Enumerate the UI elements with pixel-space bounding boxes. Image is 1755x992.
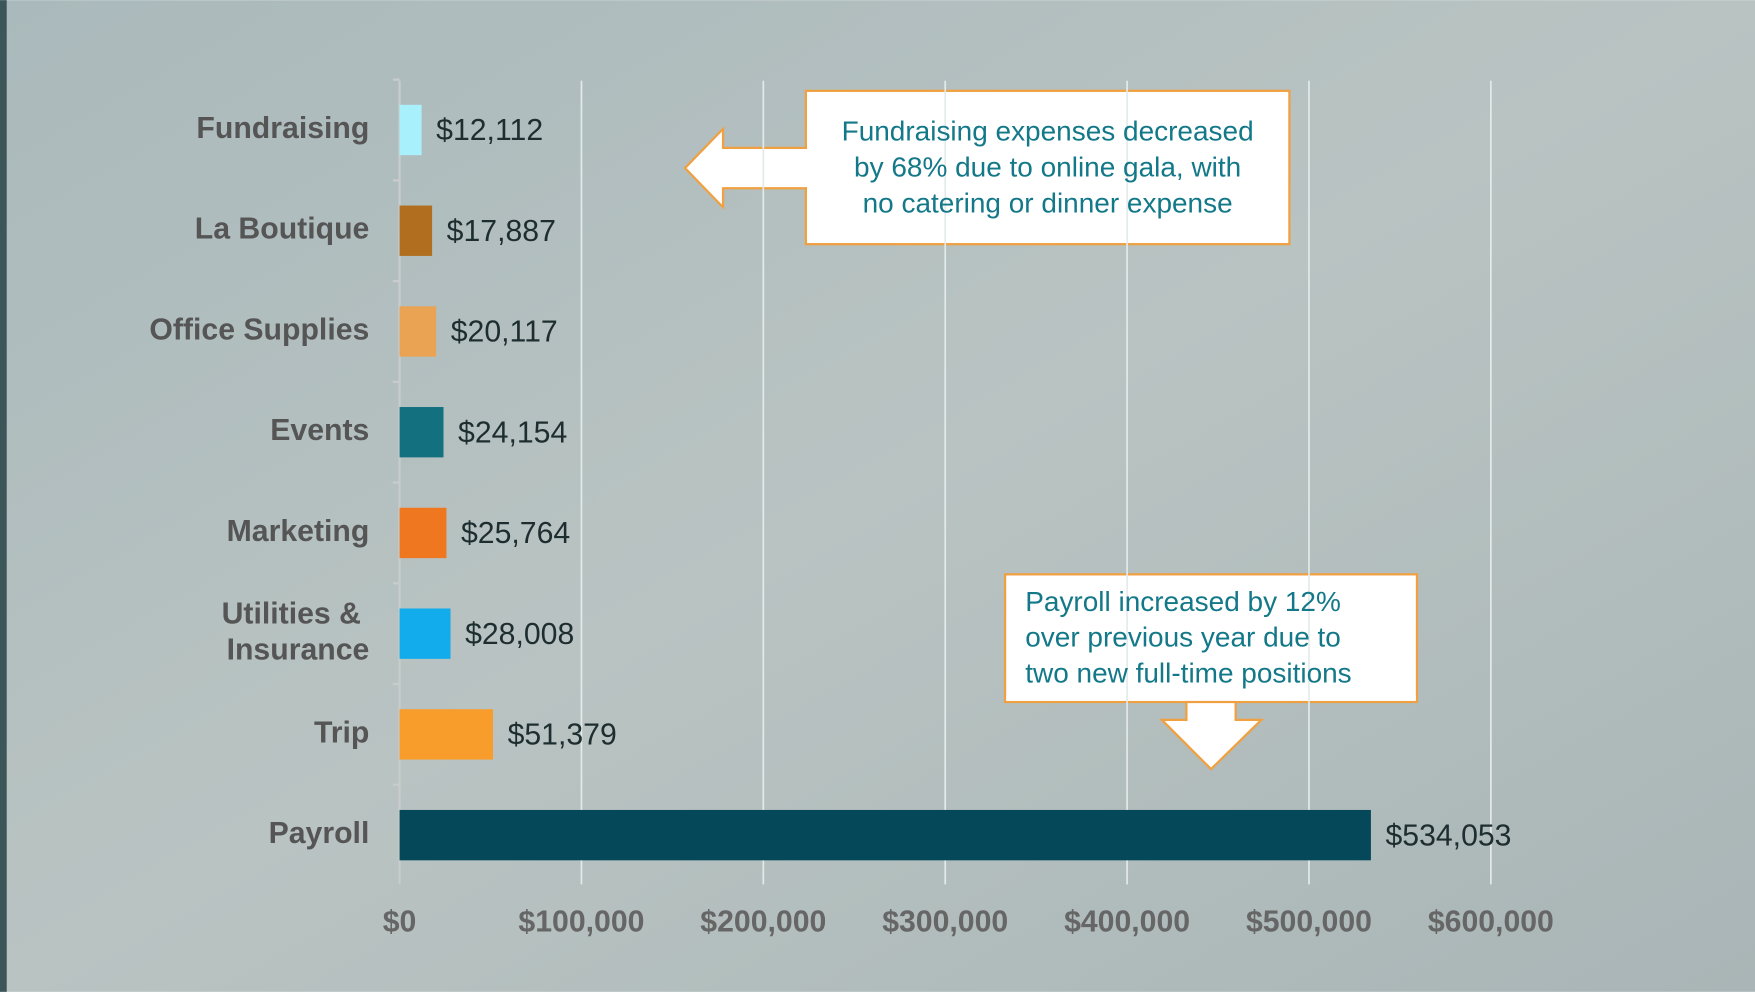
annotation-text: Payroll increased by 12%: [1025, 586, 1341, 617]
y-tick-label: Marketing: [227, 515, 370, 548]
x-tick-label: $200,000: [700, 906, 826, 939]
value-label: $534,053: [1385, 819, 1511, 852]
x-tick-label: $100,000: [518, 906, 644, 939]
annotation-arrow: [683, 126, 807, 210]
annotation-arrow: [1159, 700, 1265, 771]
annotation-text: by 68% due to online gala, with: [854, 152, 1241, 183]
annotation-text: two new full-time positions: [1025, 657, 1351, 688]
value-label: $12,112: [436, 114, 543, 147]
bar: [399, 507, 447, 559]
bar: [399, 407, 444, 458]
value-label: $17,887: [447, 215, 556, 248]
annotation-text: Fundraising expenses decreased: [842, 116, 1254, 147]
x-tick-label: $600,000: [1428, 906, 1554, 939]
annotation-joint: [802, 149, 809, 188]
value-label: $28,008: [465, 618, 574, 651]
x-tick-label: $500,000: [1246, 906, 1372, 939]
annotation-text: over previous year due to: [1025, 622, 1341, 653]
y-tick-label: Events: [270, 414, 369, 447]
bar: [399, 608, 451, 659]
value-label: $20,117: [451, 316, 558, 349]
annotation-text: no catering or dinner expense: [863, 187, 1233, 218]
y-tick-label: Fundraising: [196, 112, 369, 145]
value-label: $25,764: [461, 517, 570, 550]
value-label: $24,154: [458, 416, 567, 449]
bar: [399, 104, 422, 156]
y-tick-label: Office Supplies: [149, 313, 369, 346]
annotation-box: [1003, 573, 1419, 704]
annotation-box: [804, 89, 1291, 246]
y-tick-label: Payroll: [269, 817, 370, 850]
x-tick-label: $300,000: [882, 906, 1008, 939]
frame-edge: [0, 0, 7, 992]
y-tick-label: Trip: [314, 716, 369, 749]
x-tick-label: $400,000: [1064, 906, 1190, 939]
y-tick-label: Utilities & Insurance: [222, 598, 370, 667]
bar: [399, 205, 433, 256]
bar: [399, 709, 494, 760]
x-tick-label: $0: [383, 906, 417, 939]
y-tick-label: La Boutique: [195, 213, 370, 246]
bar: [399, 809, 1371, 861]
bar: [399, 306, 437, 357]
annotation-joint: [1006, 696, 1416, 701]
value-label: $51,379: [508, 719, 617, 752]
